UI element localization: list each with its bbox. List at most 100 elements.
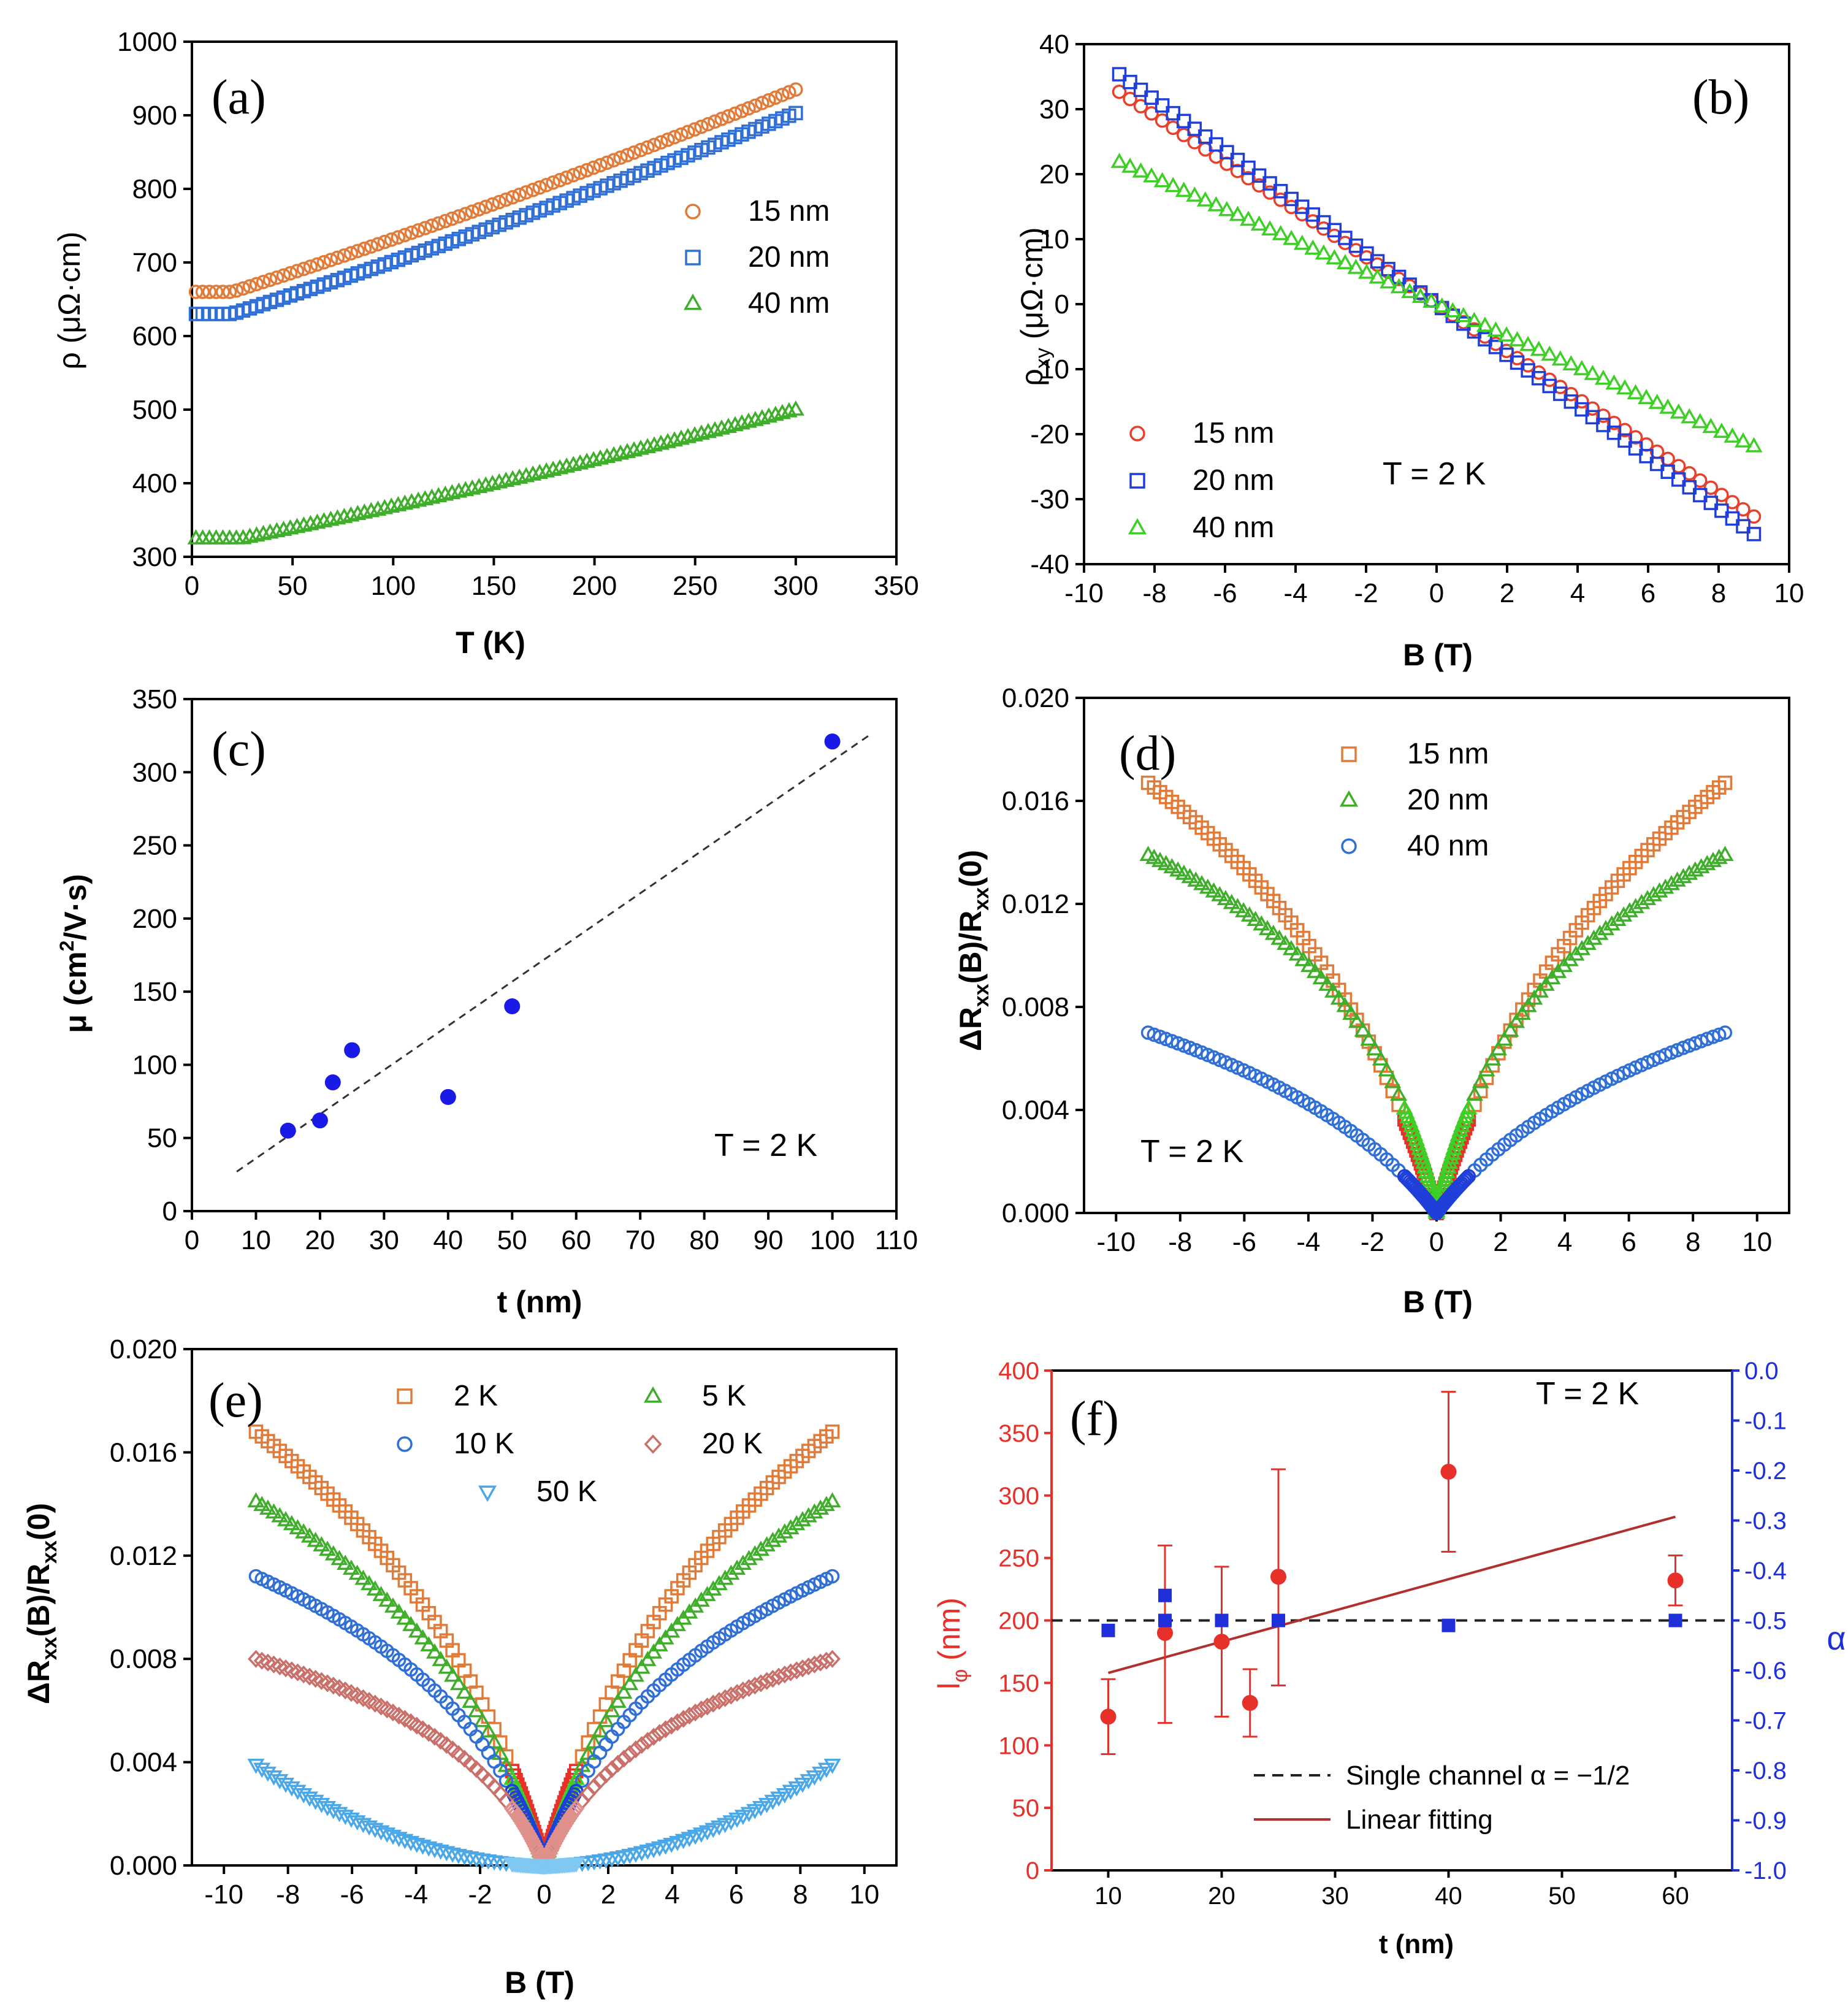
- panel-e-xtick-label: 2: [601, 1880, 616, 1910]
- panel-b-point: [1348, 238, 1364, 253]
- panel-c-xtick-label: 100: [810, 1225, 855, 1255]
- panel-e-xtick-label: 6: [729, 1880, 744, 1910]
- panel-b-point: [1262, 185, 1277, 200]
- panel-b-annotation: T = 2 K: [1383, 456, 1486, 492]
- panel-f-ytick-right-label: -0.1: [1744, 1408, 1787, 1435]
- panel-e-point: [633, 1658, 651, 1674]
- panel-d-xtick-label: 6: [1621, 1227, 1636, 1257]
- panel-a-point: [249, 277, 264, 292]
- panel-b-point: [1336, 254, 1354, 269]
- panel-e-point: [456, 1683, 473, 1699]
- panel-a-point: [256, 275, 271, 289]
- panel-e-point: [307, 1670, 324, 1688]
- panel-f-ytick-right-label: -0.4: [1744, 1558, 1787, 1585]
- panel-b-point: [1112, 67, 1127, 82]
- panel-b-point: [1510, 355, 1525, 370]
- panel-b-point: [1155, 98, 1170, 113]
- panel-a-xtick-label: 100: [371, 571, 416, 601]
- panel-b-xtick-label: 6: [1641, 578, 1655, 608]
- panel-b-layer: -10 -8 -6 -4 -2 0 2 4 6 8 10-40-30-20-100102030401…: [1030, 29, 1804, 608]
- panel-b-point: [1499, 347, 1514, 362]
- panel-e-point: [503, 1857, 521, 1873]
- panel-d-point: [1247, 911, 1264, 927]
- panel-a-point: [620, 148, 635, 163]
- panel-b-point: [1433, 297, 1451, 313]
- panel-e-point: [597, 1712, 615, 1727]
- panel-b-point: [1617, 423, 1632, 438]
- panel-e-point: [621, 1745, 638, 1763]
- panel-e-point: [711, 1692, 728, 1710]
- panel-d-point: [1419, 1167, 1437, 1183]
- panel-b-ytick-label: 10: [1039, 224, 1069, 254]
- panel-a-point: [579, 163, 594, 178]
- panel-b-point: [1380, 273, 1397, 289]
- panel-f: 10 20 30 40 50 60 0 50 100 150 200 250 300 350 400 -1.0…: [932, 1358, 1846, 1959]
- panel-b-point: [1208, 137, 1224, 152]
- panel-e-point: [391, 1707, 408, 1725]
- panel-f-ytick-right-label: -0.5: [1744, 1608, 1787, 1635]
- panel-b-point: [1283, 229, 1300, 245]
- panel-b-point: [1187, 121, 1202, 136]
- panel-f-xtick-label: 20: [1208, 1883, 1235, 1910]
- panel-b-point: [1734, 432, 1752, 448]
- panel-a-xtick-label: 250: [673, 571, 717, 601]
- panel-a-point: [660, 132, 675, 147]
- panel-e-xtick-label: -6: [340, 1880, 364, 1910]
- panel-e-point: [681, 1707, 698, 1725]
- panel-e-point: [812, 1766, 830, 1782]
- panel-d-point: [1662, 874, 1680, 890]
- panel-b-point: [1143, 167, 1161, 183]
- panel-e-xtick-label: -10: [204, 1880, 243, 1910]
- panel-b-point: [1564, 394, 1579, 409]
- panel-a-ytick-label: 500: [132, 395, 177, 425]
- panel-b-point: [1133, 82, 1148, 98]
- panel-e-point: [764, 1531, 782, 1547]
- panel-e-point: [675, 1710, 692, 1728]
- panel-e-legend-label: 5 K: [702, 1380, 746, 1412]
- panel-f-lphi-point: [1213, 1634, 1230, 1650]
- panel-d-point: [1336, 996, 1354, 1012]
- panel-b-point: [1562, 355, 1580, 370]
- panel-a-point: [593, 158, 608, 173]
- panel-a-legend-marker: [685, 250, 701, 266]
- panel-e-point: [259, 1499, 277, 1515]
- panel-d-point: [1378, 1061, 1396, 1077]
- panel-b-point: [1294, 207, 1310, 222]
- panel-d-point: [1717, 775, 1733, 790]
- panel-b-point: [1293, 234, 1311, 250]
- panel-a-point: [397, 228, 413, 243]
- panel-e-point: [444, 1666, 462, 1682]
- panel-b-point: [1488, 340, 1503, 354]
- panel-b-point: [1338, 231, 1353, 245]
- panel-c-xtick-label: 10: [241, 1225, 271, 1255]
- panel-c-xtick-label: 90: [754, 1225, 784, 1255]
- panel-b-point: [1112, 84, 1127, 99]
- panel-a-point: [788, 105, 803, 121]
- panel-e-point: [271, 1657, 288, 1675]
- panel-f-ytick-label: 350: [998, 1420, 1039, 1447]
- panel-e-xtick-label: -4: [404, 1880, 428, 1910]
- panel-e-point: [645, 1727, 662, 1746]
- panel-b-point: [1551, 350, 1569, 366]
- panel-e-point: [307, 1531, 324, 1547]
- panel-b-point: [1273, 183, 1288, 199]
- panel-d-point: [1360, 1030, 1378, 1046]
- panel-e-point: [615, 1683, 633, 1699]
- panel-e-point: [693, 1700, 710, 1719]
- panel-e-point: [817, 1496, 835, 1512]
- panel-b-point: [1736, 502, 1751, 517]
- panel-a-point: [303, 259, 318, 274]
- panel-e-point: [248, 1569, 264, 1584]
- panel-a-xlabel: T (K): [456, 625, 525, 660]
- panel-d-point: [1418, 1163, 1435, 1179]
- panel-e-point: [361, 1692, 378, 1710]
- panel-e-point: [735, 1681, 752, 1700]
- panel-b-point: [1521, 363, 1535, 378]
- panel-e-point: [586, 1778, 603, 1796]
- panel-e-point: [603, 1760, 620, 1778]
- panel-e-point: [824, 1650, 841, 1668]
- panel-a-legend-label: 15 nm: [748, 195, 830, 228]
- panel-d-point: [1657, 878, 1674, 894]
- panel-a-point: [701, 117, 716, 132]
- panel-b-point: [1584, 364, 1602, 380]
